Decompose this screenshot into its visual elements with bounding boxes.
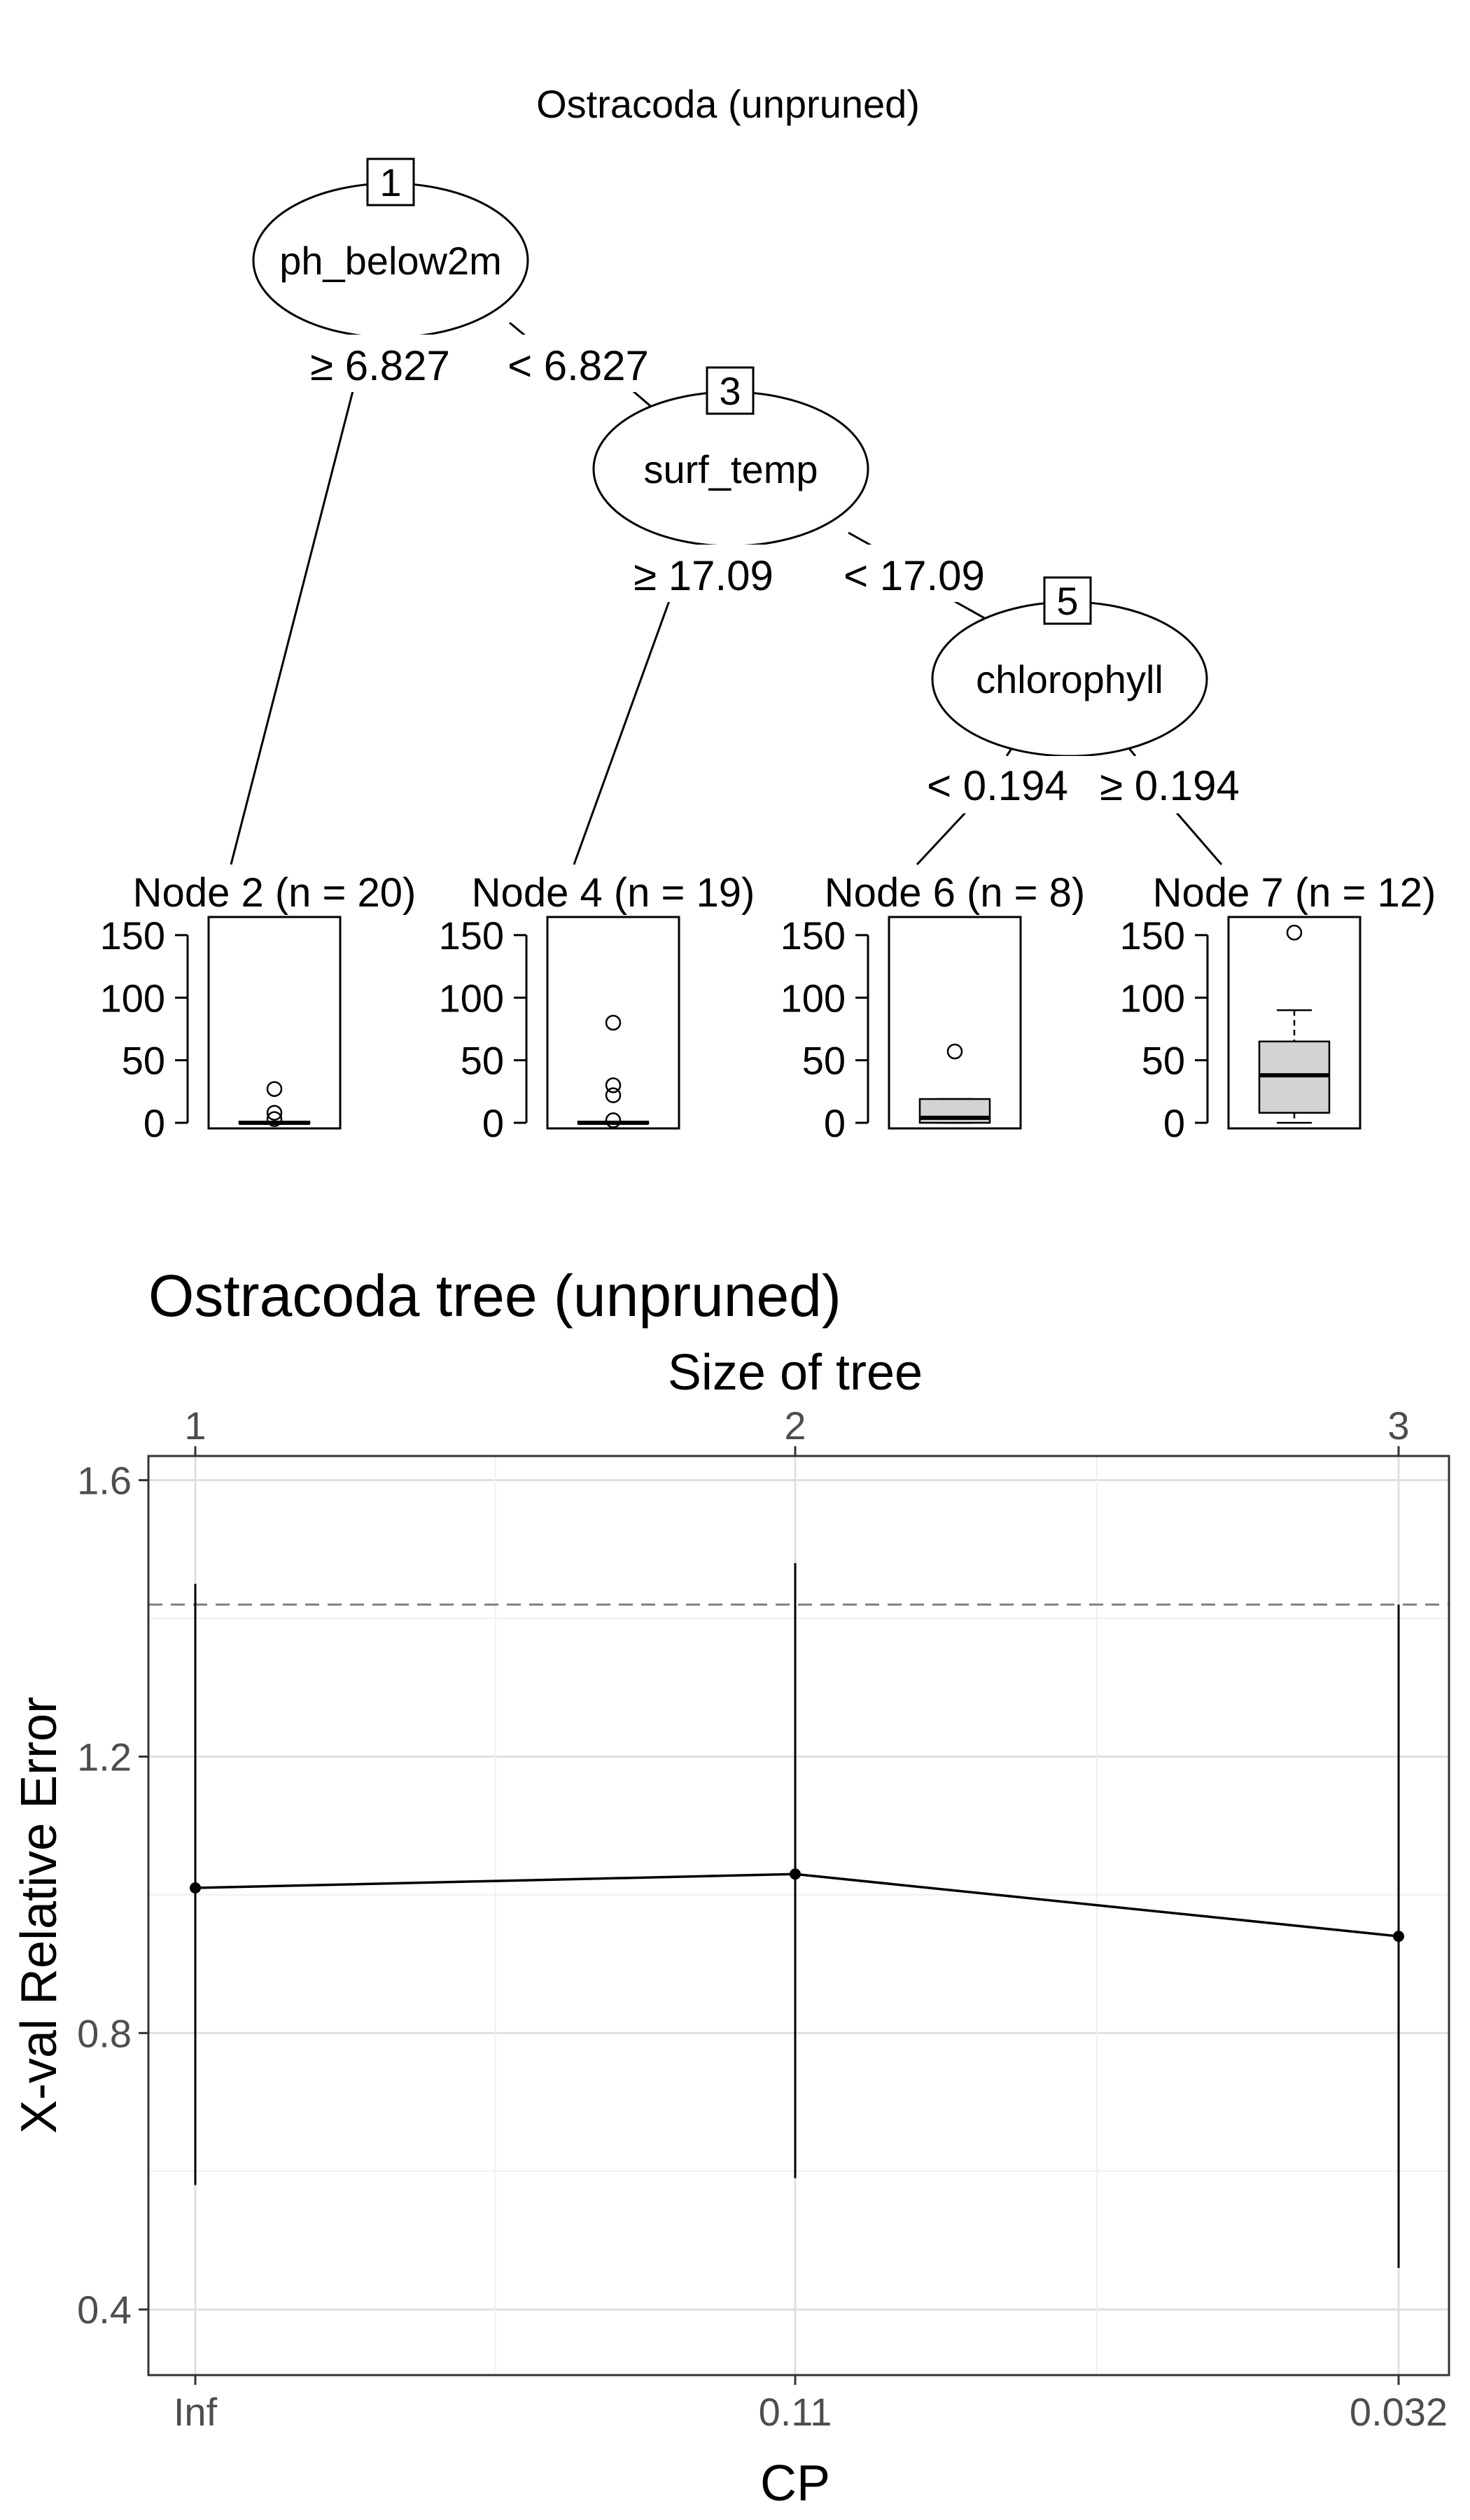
edge-5-7 [1175,811,1223,865]
y-tick-label: 0 [1163,1101,1185,1145]
axes: 0.4 0.8 1.2 1.6 Inf 0.11 0.032 1 2 3 [77,1404,1448,2434]
cp-plot: Ostracoda tree (unpruned) Size of tree 0… [11,1263,1450,2512]
y-tick-label: 0.8 [77,2011,132,2055]
y-tick-label: 1.6 [77,1459,132,1503]
top-tick-label: 3 [1387,1404,1409,1448]
terminal-label: Node 2 (n = 20) [133,870,416,916]
split-label-bg [294,335,700,392]
outlier-point [266,1081,283,1097]
data-point [1393,1931,1404,1942]
node-variable: ph_below2m [279,239,502,283]
outlier-point [605,1087,622,1103]
edge-3-4 [573,596,672,865]
y-tick-label: 150 [439,913,504,958]
node-id-box [1043,576,1092,625]
terminal-node-4: Node 7 (n = 12)150 100 50 0 [1120,870,1436,1145]
y-tick-label: 0.4 [77,2288,132,2332]
inner-node-3: 3 surf_temp ≥ 17.09 < 17.09 [592,366,1008,602]
panel-frame [207,916,342,1130]
edge-1-2 [230,388,355,865]
x-tick-label: 0.11 [759,2390,832,2434]
data-point [190,1882,201,1894]
x-axis-title: CP [760,2456,830,2512]
outlier-point [605,1014,622,1031]
chart-marks [148,1563,1449,2268]
y-tick-label: 50 [122,1039,165,1083]
y-tick-label: 0 [824,1101,846,1145]
terminal-node-3: Node 6 (n = 8)150 100 50 0 [780,870,1086,1145]
edge-5-6 [916,811,967,866]
x-tick-label: 0.032 [1350,2390,1448,2434]
y-tick-label: 150 [780,913,846,958]
terminal-label: Node 7 (n = 12) [1153,870,1436,916]
node-id: 1 [379,160,401,204]
y-tick-label: 100 [439,976,504,1020]
terminal-label: Node 6 (n = 8) [825,870,1085,916]
y-tick-label: 100 [1120,976,1185,1020]
y-tick-label: 150 [100,913,165,958]
node-id: 5 [1056,579,1078,623]
node-id-box [366,158,415,206]
node-variable: surf_temp [644,447,818,491]
y-tick-label: 150 [1120,913,1185,958]
cp-plot-title: Ostracoda tree (unpruned) [148,1263,841,1329]
panel-frame [546,916,680,1130]
data-point [790,1868,801,1880]
split-label-bg [616,545,1008,602]
y-tick-label: 0 [144,1101,165,1145]
top-axis-title: Size of tree [668,1345,923,1401]
split-right-label: ≥ 0.194 [1100,762,1240,809]
y-tick-label: 50 [461,1039,504,1083]
plot-panel [148,1456,1449,2375]
y-tick-label: 50 [802,1039,846,1083]
outlier-point [266,1105,283,1121]
y-tick-label: 50 [1142,1039,1185,1083]
split-label-bg [924,756,1246,813]
tree-edges [230,321,1223,866]
y-tick-label: 0 [482,1101,504,1145]
y-axis-title: X-val Relative Error [11,1697,67,2134]
outlier-point [1286,925,1303,941]
top-tick-label: 2 [784,1404,806,1448]
split-right-label: < 17.09 [844,552,985,599]
outlier-point [946,1043,963,1060]
outlier-point [266,1111,283,1127]
split-left-label: < 0.194 [927,762,1068,809]
terminal-node-2: Node 4 (n = 19)150 100 50 0 [439,870,755,1145]
x-tick-label: Inf [174,2390,218,2434]
top-tick-label: 1 [184,1404,206,1448]
y-tick-label: 1.2 [77,1735,132,1779]
plot-panel-border [147,1455,1450,2376]
split-left-label: ≥ 6.827 [310,342,450,389]
split-right-label: < 6.827 [507,342,649,389]
y-tick-label: 100 [100,976,165,1020]
outlier-point [605,1112,622,1128]
terminal-node-1: Node 2 (n = 20)150 100 50 0 [100,870,416,1145]
inner-node-1: 1 ph_below2m ≥ 6.827 < 6.827 [252,158,700,392]
node-id-box [706,366,755,415]
tree-title: Ostracoda (unpruned) [536,82,920,126]
split-left-label: ≥ 17.09 [634,552,774,599]
node-id: 3 [719,369,741,413]
inner-node-5: 5 chlorophyll < 0.194 ≥ 0.194 [924,576,1246,813]
terminal-label: Node 4 (n = 19) [472,870,755,916]
node-variable: chlorophyll [976,657,1163,701]
outlier-point [605,1077,622,1093]
y-tick-label: 100 [780,976,846,1020]
panel-frame [888,916,1022,1130]
tree-plot: Ostracoda (unpruned) 1 ph_below2m ≥ 6.82… [100,82,1436,1145]
edge-3-5-lower [951,598,988,621]
